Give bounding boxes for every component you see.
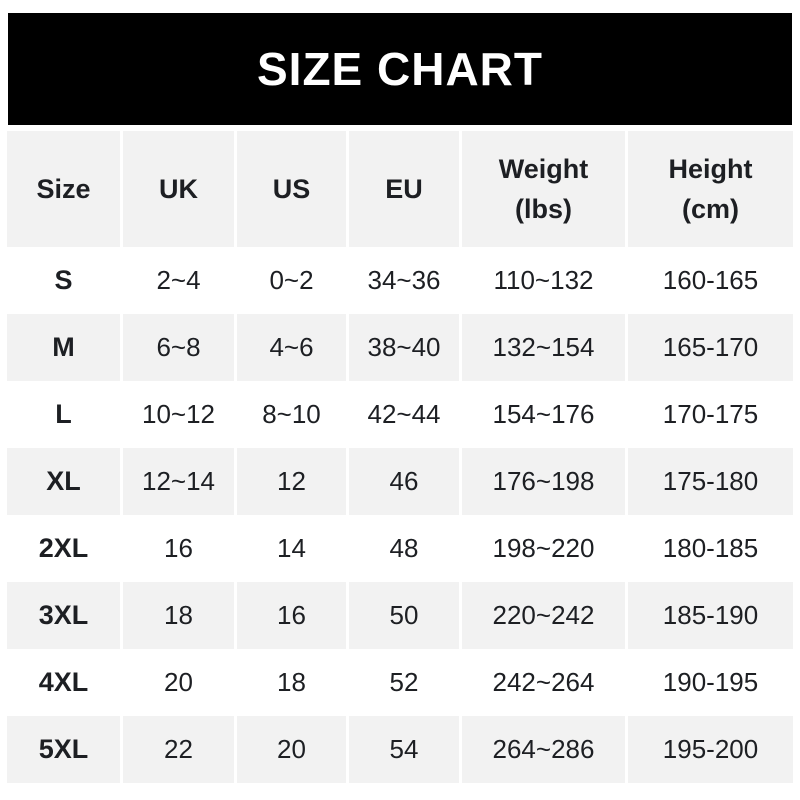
column-header-size: Size <box>7 131 120 247</box>
cell-weight: 264~286 <box>462 716 625 783</box>
cell-uk: 2~4 <box>123 247 234 314</box>
cell-weight: 110~132 <box>462 247 625 314</box>
column-header-us: US <box>237 131 346 247</box>
cell-eu: 38~40 <box>349 314 459 381</box>
cell-uk: 6~8 <box>123 314 234 381</box>
cell-height: 185-190 <box>628 582 793 649</box>
cell-eu: 46 <box>349 448 459 515</box>
table-row-m: M 6~8 4~6 38~40 132~154 165-170 <box>7 314 793 381</box>
size-chart-banner: SIZE CHART <box>8 13 792 125</box>
cell-uk: 16 <box>123 515 234 582</box>
table-row-xl: XL 12~14 12 46 176~198 175-180 <box>7 448 793 515</box>
cell-eu: 42~44 <box>349 381 459 448</box>
cell-size: 4XL <box>7 649 120 716</box>
column-header-height: Height (cm) <box>628 131 793 247</box>
cell-height: 190-195 <box>628 649 793 716</box>
table-header-row: Size UK US EU Weight (lbs) Height (cm) <box>7 131 793 247</box>
cell-size: L <box>7 381 120 448</box>
table-row-l: L 10~12 8~10 42~44 154~176 170-175 <box>7 381 793 448</box>
cell-weight: 176~198 <box>462 448 625 515</box>
cell-uk: 22 <box>123 716 234 783</box>
column-header-weight: Weight (lbs) <box>462 131 625 247</box>
cell-height: 175-180 <box>628 448 793 515</box>
cell-weight: 132~154 <box>462 314 625 381</box>
cell-eu: 52 <box>349 649 459 716</box>
cell-uk: 12~14 <box>123 448 234 515</box>
size-chart-table: Size UK US EU Weight (lbs) Height (cm) S… <box>4 131 796 783</box>
cell-us: 8~10 <box>237 381 346 448</box>
cell-weight: 198~220 <box>462 515 625 582</box>
table-row-s: S 2~4 0~2 34~36 110~132 160-165 <box>7 247 793 314</box>
cell-us: 4~6 <box>237 314 346 381</box>
cell-us: 0~2 <box>237 247 346 314</box>
cell-weight: 242~264 <box>462 649 625 716</box>
cell-eu: 48 <box>349 515 459 582</box>
cell-size: XL <box>7 448 120 515</box>
table-row-5xl: 5XL 22 20 54 264~286 195-200 <box>7 716 793 783</box>
cell-eu: 34~36 <box>349 247 459 314</box>
cell-us: 20 <box>237 716 346 783</box>
cell-weight: 154~176 <box>462 381 625 448</box>
cell-height: 160-165 <box>628 247 793 314</box>
cell-size: M <box>7 314 120 381</box>
cell-size: 3XL <box>7 582 120 649</box>
table-row-4xl: 4XL 20 18 52 242~264 190-195 <box>7 649 793 716</box>
cell-uk: 10~12 <box>123 381 234 448</box>
cell-size: 5XL <box>7 716 120 783</box>
cell-eu: 54 <box>349 716 459 783</box>
cell-eu: 50 <box>349 582 459 649</box>
table-row-3xl: 3XL 18 16 50 220~242 185-190 <box>7 582 793 649</box>
column-header-eu: EU <box>349 131 459 247</box>
banner-title: SIZE CHART <box>257 43 543 95</box>
cell-weight: 220~242 <box>462 582 625 649</box>
cell-size: S <box>7 247 120 314</box>
cell-us: 12 <box>237 448 346 515</box>
cell-height: 165-170 <box>628 314 793 381</box>
table-row-2xl: 2XL 16 14 48 198~220 180-185 <box>7 515 793 582</box>
cell-height: 170-175 <box>628 381 793 448</box>
cell-size: 2XL <box>7 515 120 582</box>
cell-us: 16 <box>237 582 346 649</box>
cell-us: 14 <box>237 515 346 582</box>
cell-uk: 18 <box>123 582 234 649</box>
cell-us: 18 <box>237 649 346 716</box>
cell-uk: 20 <box>123 649 234 716</box>
column-header-uk: UK <box>123 131 234 247</box>
cell-height: 195-200 <box>628 716 793 783</box>
cell-height: 180-185 <box>628 515 793 582</box>
